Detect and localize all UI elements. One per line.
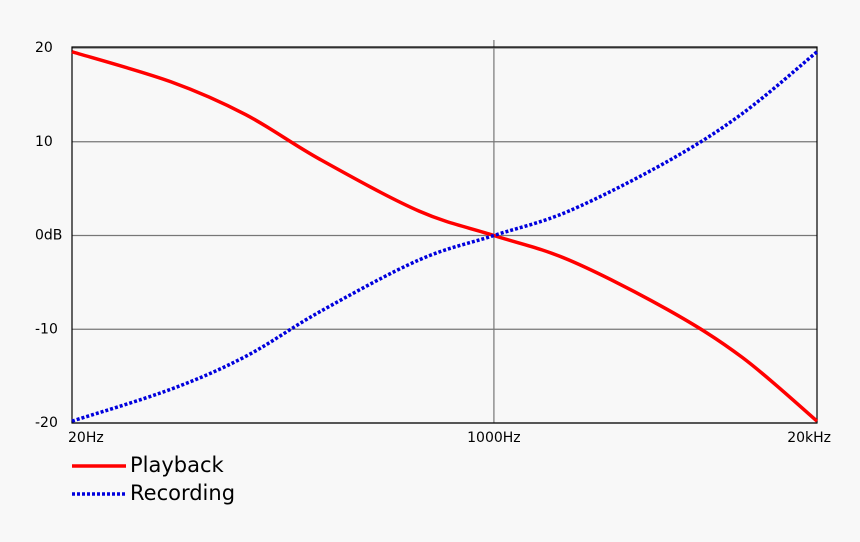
y-tick-label: -10 [35, 321, 58, 337]
y-tick-label: 20 [35, 40, 53, 56]
plot-frame [71, 46, 818, 424]
x-tick-label: 1000Hz [467, 430, 521, 446]
x-tick-label: 20Hz [68, 430, 104, 446]
y-tick-label: 0dB [35, 228, 62, 244]
y-tick-label: 10 [35, 134, 53, 150]
x-tick-label: 20kHz [787, 430, 831, 446]
legend-label: Playback [130, 453, 225, 477]
y-tick-label: -20 [35, 415, 58, 431]
data-line [71, 50, 819, 423]
data-line [71, 50, 819, 423]
legend-label: Recording [130, 481, 235, 505]
